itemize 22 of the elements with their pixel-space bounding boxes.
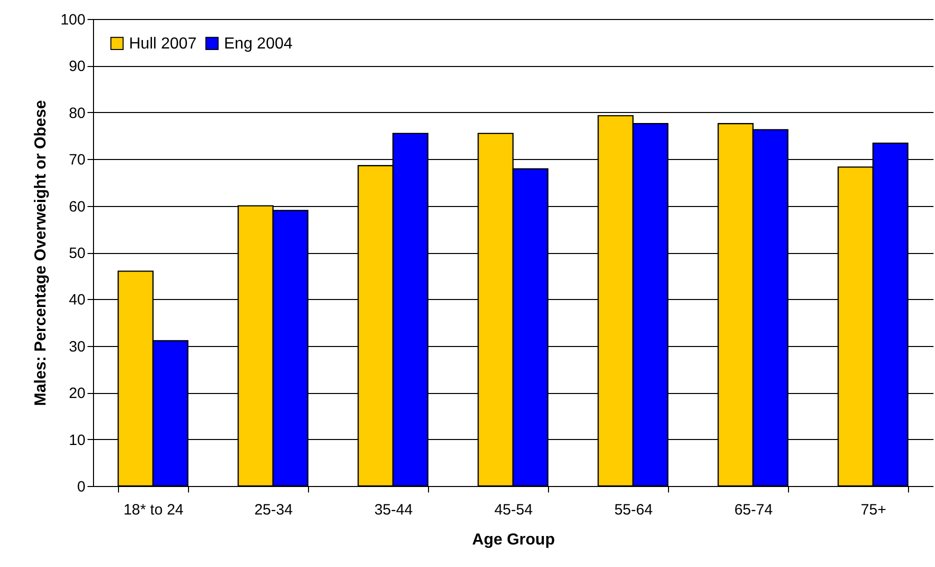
y-tick-label: 20 [68, 385, 86, 402]
y-tick-label: 30 [68, 338, 86, 356]
x-tick-label: 18* to 24 [123, 502, 184, 518]
x-tick-label: 35-44 [374, 502, 413, 518]
y-tick-label: 100 [60, 12, 86, 28]
x-tick-label: 45-54 [494, 502, 533, 518]
y-tick-label: 0 [77, 478, 86, 496]
x-axis-title: Age Group [472, 532, 556, 548]
y-axis-title: Males: Percentage Overweight or Obese [32, 100, 50, 406]
x-tick-label: 25-34 [254, 502, 293, 518]
y-tick-label: 10 [68, 432, 86, 449]
y-tick-label: 70 [68, 152, 86, 169]
x-tick-label: 55-64 [614, 502, 653, 518]
y-tick-label: 90 [68, 58, 86, 76]
legend-label: Eng 2004 [224, 35, 293, 52]
y-tick-label: 80 [68, 104, 86, 122]
x-tick-label: 65-74 [734, 502, 773, 518]
legend-label: Hull 2007 [129, 35, 197, 52]
y-tick-label: 50 [68, 245, 86, 262]
x-tick-label: 75+ [860, 502, 886, 518]
y-tick-label: 60 [68, 198, 86, 216]
y-tick-label: 40 [68, 292, 86, 309]
